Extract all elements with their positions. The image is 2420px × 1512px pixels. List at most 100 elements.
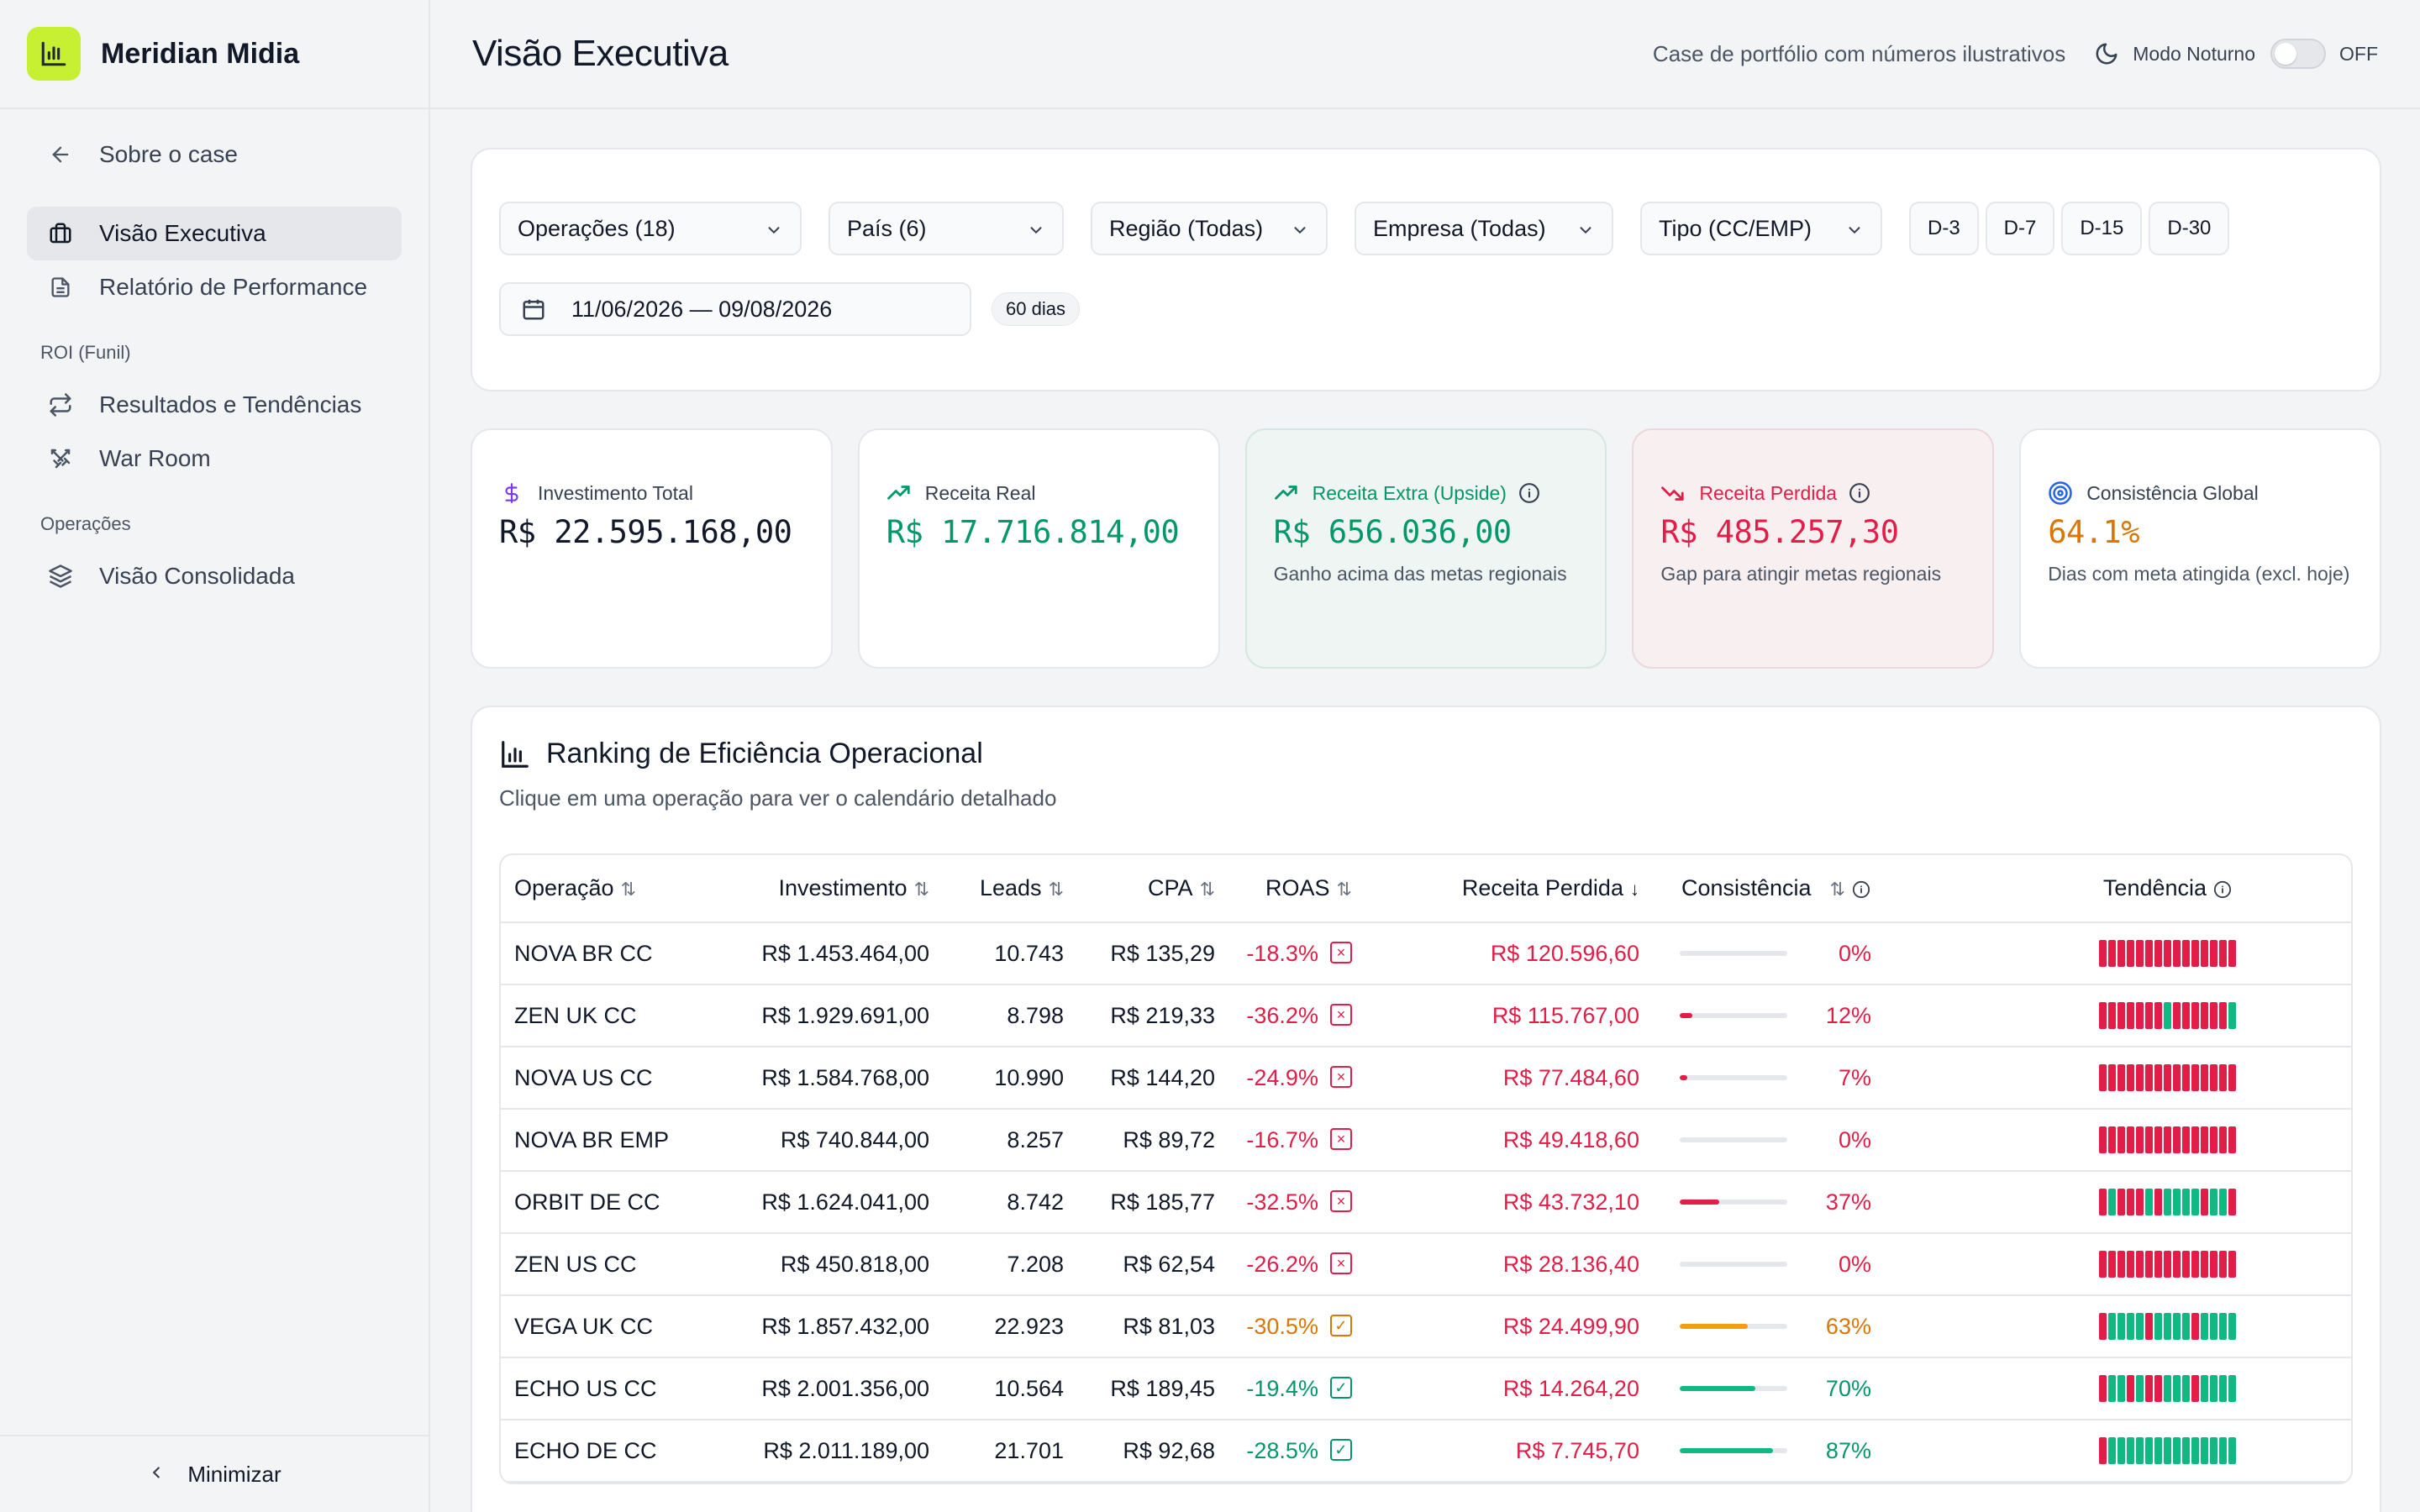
col-investment[interactable]: Investimento ⇅ bbox=[694, 855, 946, 923]
sidebar-item-about-case[interactable]: Sobre o case bbox=[27, 128, 402, 181]
table-header: Operação ⇅ Investimento ⇅ Leads ⇅ CPA ⇅ ROAS… bbox=[501, 855, 2351, 923]
consistency-fill bbox=[1679, 1200, 1720, 1205]
table-row[interactable]: ECHO US CC R$ 2.001.356,00 10.564 R$ 189,45… bbox=[501, 1357, 2351, 1420]
kpi-header: Receita Perdida bbox=[1660, 480, 1965, 506]
operations-select[interactable]: Operações (18) bbox=[499, 202, 802, 255]
trend-day-bar bbox=[2144, 1375, 2153, 1403]
sidebar-item-executive-view[interactable]: Visão Executiva bbox=[27, 207, 402, 260]
trend-day-bar bbox=[2163, 940, 2171, 968]
cell-trend bbox=[1983, 1357, 2351, 1420]
info-icon[interactable] bbox=[1518, 482, 1540, 504]
trend-day-bar bbox=[2181, 1251, 2190, 1278]
trend-day-bar bbox=[2172, 1437, 2181, 1465]
bar-chart-icon bbox=[499, 738, 531, 770]
sidebar-item-consolidated-view[interactable]: Visão Consolidada bbox=[27, 549, 402, 603]
col-lost-revenue[interactable]: Receita Perdida ↓ bbox=[1378, 855, 1665, 923]
consistency-wrap: 0% bbox=[1665, 1252, 1984, 1278]
trend-day-bar bbox=[2135, 1375, 2144, 1403]
region-select[interactable]: Região (Todas) bbox=[1091, 202, 1328, 255]
trend-day-bar bbox=[2117, 1313, 2125, 1341]
bar-chart-logo-icon bbox=[27, 27, 81, 81]
col-consistency[interactable]: Consistência ⇅ bbox=[1664, 855, 1984, 923]
trend-day-bar bbox=[2107, 1437, 2116, 1465]
table-row[interactable]: NOVA BR CC R$ 1.453.464,00 10.743 R$ 135,29… bbox=[501, 922, 2351, 985]
table-row[interactable]: ECHO DE CC R$ 2.011.189,00 21.701 R$ 92,68-… bbox=[501, 1420, 2351, 1483]
trend-day-bar bbox=[2144, 1313, 2153, 1341]
consistency-wrap: 37% bbox=[1665, 1189, 1984, 1215]
info-icon[interactable] bbox=[1852, 879, 1870, 898]
dark-mode-toggle[interactable] bbox=[2270, 39, 2326, 69]
cell-lost-revenue: R$ 14.264,20 bbox=[1378, 1357, 1665, 1420]
col-operation[interactable]: Operação ⇅ bbox=[501, 855, 694, 923]
trend-day-bar bbox=[2098, 940, 2107, 968]
table-row[interactable]: VEGA UK CC R$ 1.857.432,00 22.923 R$ 81,03-… bbox=[501, 1295, 2351, 1358]
sidebar-item-results-trends[interactable]: Resultados e Tendências bbox=[27, 378, 402, 432]
trend-day-bar bbox=[2154, 1375, 2162, 1403]
days-badge: 60 dias bbox=[992, 292, 1080, 326]
trend-day-bar bbox=[2209, 1251, 2217, 1278]
trend-day-bar bbox=[2191, 1189, 2199, 1216]
range-d3-button[interactable]: D-3 bbox=[1909, 202, 1979, 255]
table-row[interactable]: NOVA US CC R$ 1.584.768,00 10.990 R$ 144,20… bbox=[501, 1047, 2351, 1110]
brand[interactable]: Meridian Midia bbox=[0, 0, 429, 109]
operations-select-value: Operações (18) bbox=[518, 215, 676, 241]
trend-day-bar bbox=[2200, 1313, 2208, 1341]
table-row[interactable]: ZEN US CC R$ 450.818,00 7.208 R$ 62,54 -26.2… bbox=[501, 1233, 2351, 1296]
sidebar-item-war-room[interactable]: War Room bbox=[27, 432, 402, 486]
consistency-wrap: 87% bbox=[1665, 1438, 1984, 1464]
trend-day-bar bbox=[2191, 1313, 2199, 1341]
col-cpa[interactable]: CPA ⇅ bbox=[1081, 855, 1232, 923]
cell-trend bbox=[1983, 1171, 2351, 1234]
cell-investment: R$ 1.929.691,00 bbox=[694, 984, 946, 1047]
trend-day-bar bbox=[2228, 1251, 2236, 1278]
sidebar-item-label: Visão Consolidada bbox=[99, 563, 295, 589]
company-select[interactable]: Empresa (Todas) bbox=[1355, 202, 1613, 255]
trend-day-bar bbox=[2154, 1189, 2162, 1216]
consistency-pct: 70% bbox=[1825, 1375, 1871, 1401]
table-row[interactable]: NOVA BR EMP R$ 740.844,00 8.257 R$ 89,72 -16… bbox=[501, 1109, 2351, 1172]
trend-day-bar bbox=[2107, 1375, 2116, 1403]
cell-cpa: R$ 189,45 bbox=[1081, 1357, 1232, 1420]
trend-day-bar bbox=[2228, 1375, 2236, 1403]
col-leads[interactable]: Leads ⇅ bbox=[946, 855, 1081, 923]
col-roas[interactable]: ROAS ⇅ bbox=[1232, 855, 1379, 923]
trend-day-bar bbox=[2228, 1064, 2236, 1092]
page-title: Visão Executiva bbox=[472, 33, 729, 74]
cell-roas: -32.5% × bbox=[1232, 1171, 1379, 1234]
cell-roas: -26.2% × bbox=[1232, 1233, 1379, 1296]
chevron-down-icon bbox=[1576, 219, 1595, 238]
range-d7-button[interactable]: D-7 bbox=[1985, 202, 2055, 255]
info-icon[interactable] bbox=[1849, 482, 1870, 504]
trend-day-bar bbox=[2154, 1064, 2162, 1092]
trend-day-bar bbox=[2135, 1189, 2144, 1216]
trend-day-bar bbox=[2144, 1126, 2153, 1154]
check-square-icon: ✓ bbox=[1329, 1315, 1352, 1337]
date-range-picker[interactable]: 11/06/2026 — 09/08/2026 bbox=[499, 282, 971, 336]
table-row[interactable]: ZEN UK CC R$ 1.929.691,00 8.798 R$ 219,33 -3… bbox=[501, 984, 2351, 1047]
roas-value: -28.5% bbox=[1246, 1437, 1318, 1463]
trend-day-bar bbox=[2172, 940, 2181, 968]
document-icon bbox=[47, 274, 74, 301]
kpi-value: R$ 22.595.168,00 bbox=[499, 514, 792, 550]
sidebar-item-performance-report[interactable]: Relatório de Performance bbox=[27, 260, 402, 314]
cell-cpa: R$ 62,54 bbox=[1081, 1233, 1232, 1296]
trend-day-bar bbox=[2209, 1002, 2217, 1030]
trend-day-bar bbox=[2218, 940, 2227, 968]
type-select[interactable]: Tipo (CC/EMP) bbox=[1640, 202, 1882, 255]
country-select[interactable]: País (6) bbox=[829, 202, 1064, 255]
minimize-button[interactable]: Minimizar bbox=[0, 1435, 429, 1512]
table-row[interactable]: ORBIT DE CC R$ 1.624.041,00 8.742 R$ 185,77… bbox=[501, 1171, 2351, 1234]
range-d15-button[interactable]: D-15 bbox=[2061, 202, 2143, 255]
cell-investment: R$ 740.844,00 bbox=[694, 1109, 946, 1172]
range-d30-button[interactable]: D-30 bbox=[2149, 202, 2230, 255]
kpi-subtext: Ganho acima das metas regionais bbox=[1273, 563, 1567, 585]
trend-day-bar bbox=[2126, 1437, 2134, 1465]
cell-lost-revenue: R$ 120.596,60 bbox=[1378, 922, 1665, 985]
layers-icon bbox=[47, 563, 74, 590]
roas-value: -19.4% bbox=[1246, 1375, 1318, 1401]
ranking-title-text: Ranking de Eficiência Operacional bbox=[546, 738, 983, 769]
cell-lost-revenue: R$ 24.499,90 bbox=[1378, 1295, 1665, 1358]
consistency-bar bbox=[1679, 1075, 1787, 1080]
chevron-down-icon bbox=[765, 219, 783, 238]
info-icon[interactable] bbox=[2213, 879, 2232, 898]
